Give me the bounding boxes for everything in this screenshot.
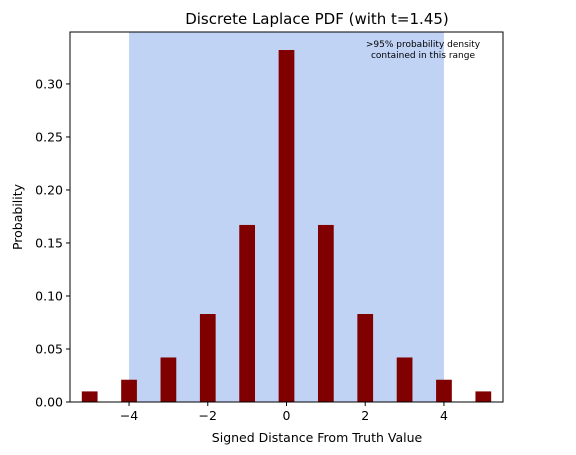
x-tick-label: 2 [361,408,369,423]
y-tick-label: 0.05 [35,341,63,356]
x-tick-label: −4 [120,408,138,423]
annotation-line-1: >95% probability density [366,40,481,50]
x-tick-label: −2 [199,408,217,423]
annotation-line-2: contained in this range [371,51,475,61]
bar-4 [436,379,452,402]
y-tick-label: 0.25 [35,129,63,144]
x-tick-label: 0 [283,408,291,423]
axes-layer: −4 −2 0 2 4 0.00 0.05 0.10 0.15 0.20 0.25 0.30 [35,31,504,423]
y-tick-label: 0.15 [35,235,63,250]
chart-title: Discrete Laplace PDF (with t=1.45) [185,10,449,28]
bar--5 [81,391,98,402]
y-tick-label: 0.30 [35,76,63,91]
x-tick-label: 4 [440,408,448,423]
bar-5 [475,391,492,402]
y-axis-label: Probability [10,183,25,250]
bar--3 [160,357,177,402]
bars-layer [81,50,492,403]
bar--2 [199,314,216,402]
y-tick-label: 0.00 [35,395,63,410]
x-axis-label: Signed Distance From Truth Value [212,430,423,445]
bar-1 [317,224,334,402]
bar-2 [357,314,374,402]
y-tick-label: 0.10 [35,288,63,303]
bar--4 [121,379,137,402]
y-tick-label: 0.20 [35,182,63,197]
bar-3 [396,357,413,402]
bar--1 [239,224,256,402]
bar-0 [278,50,295,403]
